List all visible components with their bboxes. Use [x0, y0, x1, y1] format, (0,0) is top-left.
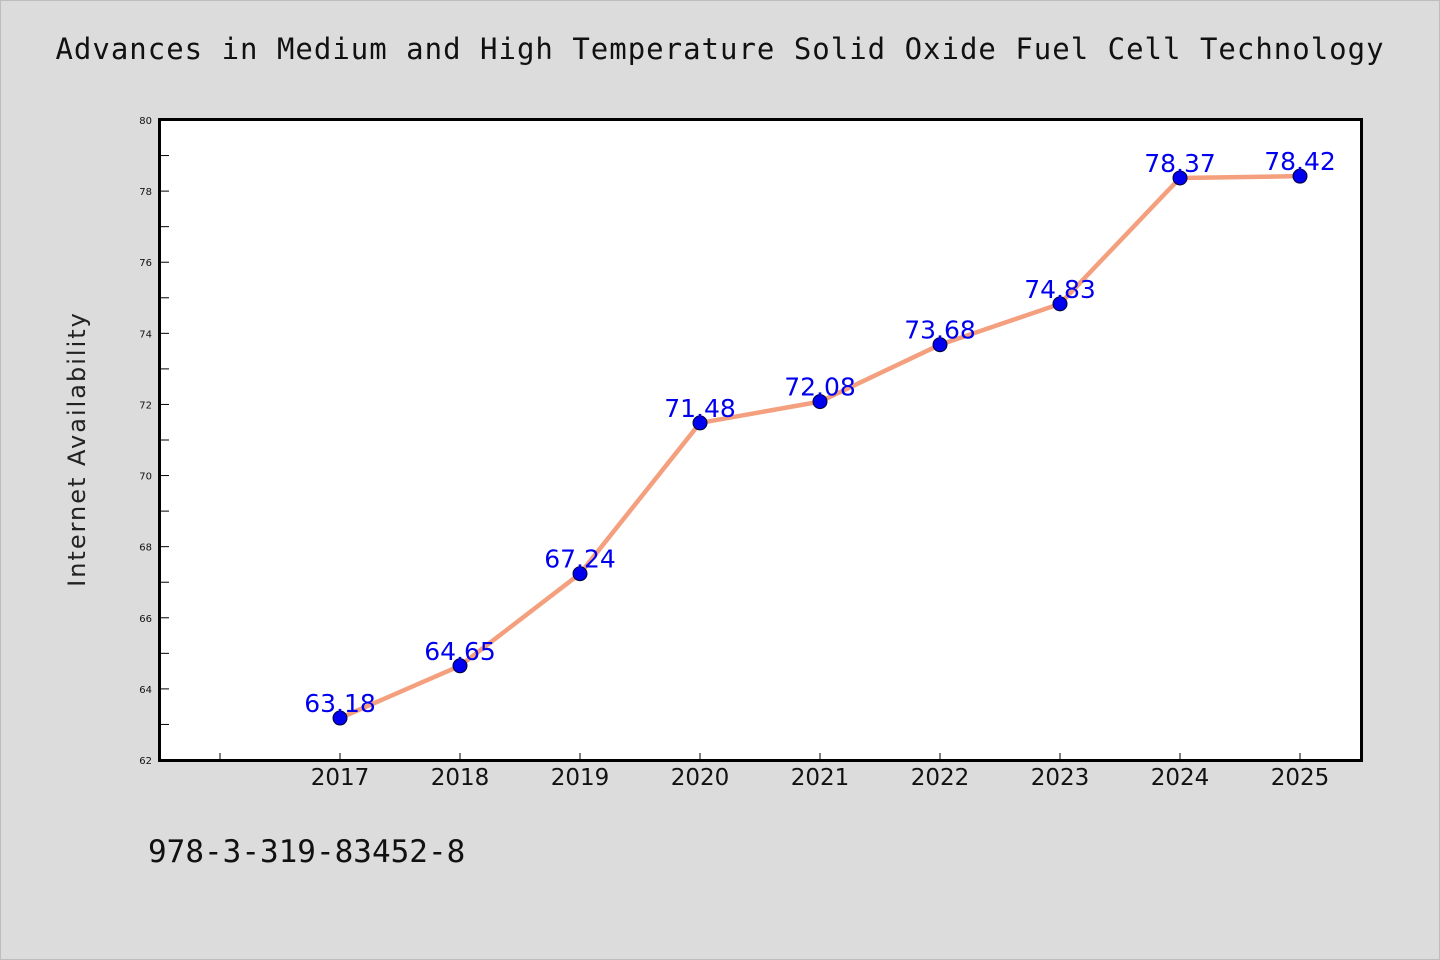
y-axis-label: Internet Availability: [63, 311, 91, 587]
plot-area: [158, 118, 1363, 762]
y-tick-label: 72: [139, 400, 152, 411]
data-label: 78.37: [1144, 149, 1216, 178]
data-label: 74.83: [1024, 275, 1096, 304]
data-point: [932, 337, 948, 353]
data-label: 72.08: [784, 373, 856, 402]
data-label: 67.24: [544, 545, 616, 574]
x-tick-label: 2021: [791, 765, 850, 791]
data-label: 71.48: [664, 394, 736, 423]
x-tick-label: 2024: [1151, 765, 1210, 791]
data-label: 78.42: [1264, 147, 1336, 176]
x-tick-label: 2022: [911, 765, 970, 791]
y-axis: 62 64 66 68 70 72 74 76 78 80: [139, 116, 169, 767]
y-tick-label: 70: [139, 472, 152, 483]
data-point: [692, 415, 708, 431]
x-tick-label: 2017: [311, 765, 370, 791]
y-tick-label: 78: [139, 187, 152, 198]
y-tick-label: 76: [139, 258, 152, 269]
y-tick-label: 66: [139, 614, 152, 625]
data-label: 73.68: [904, 316, 976, 345]
data-point: [452, 658, 468, 674]
data-point: [572, 566, 588, 582]
y-tick-label: 68: [139, 543, 152, 554]
data-point: [1292, 168, 1308, 184]
y-tick-label: 80: [139, 116, 152, 127]
data-point: [332, 710, 348, 726]
x-tick-label: 2018: [431, 765, 490, 791]
x-tick-label: 2019: [551, 765, 610, 791]
chart-title: Advances in Medium and High Temperature …: [55, 32, 1385, 66]
y-tick-label: 74: [139, 329, 152, 340]
footer-code: 978-3-319-83452-8: [148, 834, 466, 870]
y-tick-label: 64: [139, 685, 152, 696]
data-labels: 63.18 64.65 67.24 71.48 72.08 73.68 74.83 78.37…: [304, 147, 1336, 718]
x-tick-label: 2025: [1271, 765, 1330, 791]
x-tick-label: 2023: [1031, 765, 1090, 791]
data-label: 63.18: [304, 689, 376, 718]
y-tick-label: 62: [139, 756, 152, 767]
x-tick-label: 2020: [671, 765, 730, 791]
data-point: [1052, 296, 1068, 312]
data-label: 64.65: [424, 637, 496, 666]
series-layer: [332, 168, 1308, 726]
data-point: [812, 394, 828, 410]
data-point: [1172, 170, 1188, 186]
x-axis: 2017 2018 2019 2020 2021 2022 2023 2024 2025: [219, 753, 1330, 791]
